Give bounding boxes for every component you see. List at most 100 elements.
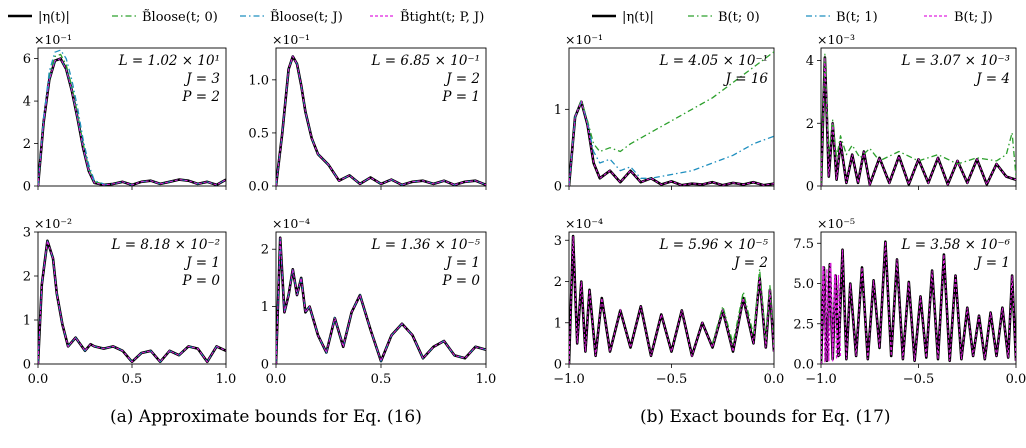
annotation-line: J = 2 (731, 255, 768, 271)
series-magenta-overlay (276, 55, 486, 186)
y-tick-label: 1 (554, 316, 562, 331)
annotation-line: J = 3 (183, 71, 220, 87)
panel-7: 0 1 2 3 −1.0 −0.5 0.0 ×10⁻⁴ L = 5.96 × 10⁻⁵ J = 2 (553, 216, 784, 387)
annotation-line: P = 2 (181, 89, 220, 105)
axis-multiplier: ×10⁻¹ (565, 32, 603, 47)
annotation-line: L = 1.36 × 10⁻⁵ (370, 237, 480, 253)
annotation-line: L = 3.58 × 10⁻⁶ (900, 237, 1010, 253)
legend-label: |η(t)| (622, 10, 654, 25)
panel-5: 0 1 ×10⁻¹ L = 4.05 × 10⁻¹ J = 16 (554, 32, 775, 195)
series-magenta-overlay (38, 57, 226, 186)
annotation-line: L = 8.18 × 10⁻² (110, 237, 220, 253)
series-group (38, 49, 226, 186)
series-cyan (38, 49, 105, 186)
axis-multiplier: ×10⁻⁴ (272, 216, 310, 231)
legend-label: B(t; 1) (836, 10, 878, 25)
annotation-line: L = 5.96 × 10⁻⁵ (658, 237, 768, 253)
panel-2: 0.0 0.5 1.0 ×10⁻¹ L = 6.85 × 10⁻¹ J = 2 P = 1 (248, 32, 487, 195)
y-tick-label: 2 (261, 243, 269, 258)
annotation-line: L = 4.05 × 10⁻¹ (658, 53, 768, 69)
x-tick-label: 0.0 (1006, 372, 1026, 387)
x-tick-label: −1.0 (805, 372, 837, 387)
series-magenta-overlay (821, 57, 1016, 186)
y-tick-label: 0 (23, 358, 31, 373)
series-cyan (569, 101, 774, 186)
legend-label: B̃tight(t; P, J) (400, 9, 484, 25)
y-tick-label: 3 (23, 226, 31, 241)
annotation-line: P = 1 (441, 89, 480, 105)
y-tick-label: 2 (23, 137, 31, 152)
x-tick-label: 0.5 (122, 372, 143, 387)
x-tick-label: 1.0 (216, 372, 237, 387)
caption-a: (a) Approximate bounds for Eq. (16) (110, 407, 422, 427)
annotation-line: L = 3.07 × 10⁻³ (900, 53, 1010, 69)
y-tick-label: 0 (806, 180, 814, 195)
series-group (569, 51, 774, 186)
x-tick-label: 0.5 (371, 372, 392, 387)
x-tick-label: 1.0 (476, 372, 497, 387)
series-magenta-overlay (821, 241, 1016, 364)
series-green (821, 53, 1016, 186)
series-magenta-overlay (569, 236, 774, 364)
series-eta (569, 100, 774, 186)
legend-b: |η(t)| B(t; 0) B(t; 1) B(t; J) (592, 10, 993, 25)
series-group (38, 239, 226, 364)
panel-1: 0 2 4 6×10⁻¹ L = 1.02 × 10¹ J = 3 P = 2 (23, 32, 227, 195)
series-group (569, 234, 774, 364)
x-tick-label: −1.0 (553, 372, 585, 387)
legend-a: |η(t)| B̃loose(t; 0) B̃loose(t; J) B̃tight(… (8, 9, 484, 25)
y-tick-label: 2 (806, 117, 814, 132)
y-tick-label: 3 (554, 234, 562, 249)
caption-b: (b) Exact bounds for Eq. (17) (640, 407, 891, 427)
series-magenta-overlay (276, 237, 486, 364)
series-magenta-overlay (569, 100, 774, 186)
y-tick-label: 1 (554, 103, 562, 118)
legend-label: B(t; 0) (718, 10, 760, 25)
y-tick-label: 1.0 (248, 73, 269, 88)
x-tick-label: 0.0 (266, 372, 287, 387)
panel-6: 0 2 4×10⁻³ L = 3.07 × 10⁻³ J = 4 (806, 32, 1017, 195)
y-tick-label: 2 (554, 275, 562, 290)
y-tick-label: 0.0 (793, 358, 814, 373)
axis-multiplier: ×10⁻⁴ (565, 216, 603, 231)
panel-3: 0 1 2 3 0.0 0.5 1.0 ×10⁻² L = 8.18 × 10⁻² J = 1 P … (23, 216, 237, 387)
y-tick-label: 0 (261, 358, 269, 373)
annotation-line: J = 1 (973, 255, 1010, 271)
axis-multiplier: ×10⁻¹ (272, 32, 310, 47)
legend-label: B̃loose(t; J) (270, 9, 343, 25)
y-tick-label: 4 (23, 95, 31, 110)
series-group (276, 236, 486, 364)
x-tick-label: −0.5 (656, 372, 688, 387)
annotation-line: P = 0 (181, 273, 220, 289)
y-tick-label: 7.5 (793, 237, 814, 252)
series-group (821, 53, 1016, 186)
y-tick-label: 0.0 (248, 180, 269, 195)
y-tick-label: 0 (554, 180, 562, 195)
y-tick-label: 4 (806, 54, 814, 69)
y-tick-label: 0 (23, 180, 31, 195)
series-magenta-overlay (38, 240, 226, 364)
y-tick-label: 5.0 (793, 277, 814, 292)
legend-label: |η(t)| (38, 10, 70, 25)
annotation-line: J = 4 (973, 71, 1010, 87)
y-tick-label: 0 (554, 358, 562, 373)
y-tick-label: 2.5 (793, 317, 814, 332)
series-group (276, 55, 486, 186)
axis-multiplier: ×10⁻¹ (34, 32, 72, 47)
axis-multiplier: ×10⁻³ (817, 32, 855, 47)
axis-multiplier: ×10⁻² (34, 216, 72, 231)
annotation-line: J = 2 (443, 71, 480, 87)
y-tick-label: 6 (23, 52, 31, 67)
legend-label: B(t; J) (954, 10, 993, 25)
y-tick-label: 2 (23, 270, 31, 285)
x-tick-label: 0.0 (764, 372, 785, 387)
annotation-line: L = 6.85 × 10⁻¹ (370, 53, 480, 69)
panel-4: 0 1 2 0.0 0.5 1.0 ×10⁻⁴ L = 1.36 × 10⁻⁵ J = 1 P =… (261, 216, 497, 387)
axis-multiplier: ×10⁻⁵ (817, 216, 855, 231)
y-tick-label: 1 (23, 314, 31, 329)
y-tick-label: 0.5 (248, 126, 269, 141)
annotation-line: J = 1 (183, 255, 220, 271)
series-group (821, 240, 1016, 364)
